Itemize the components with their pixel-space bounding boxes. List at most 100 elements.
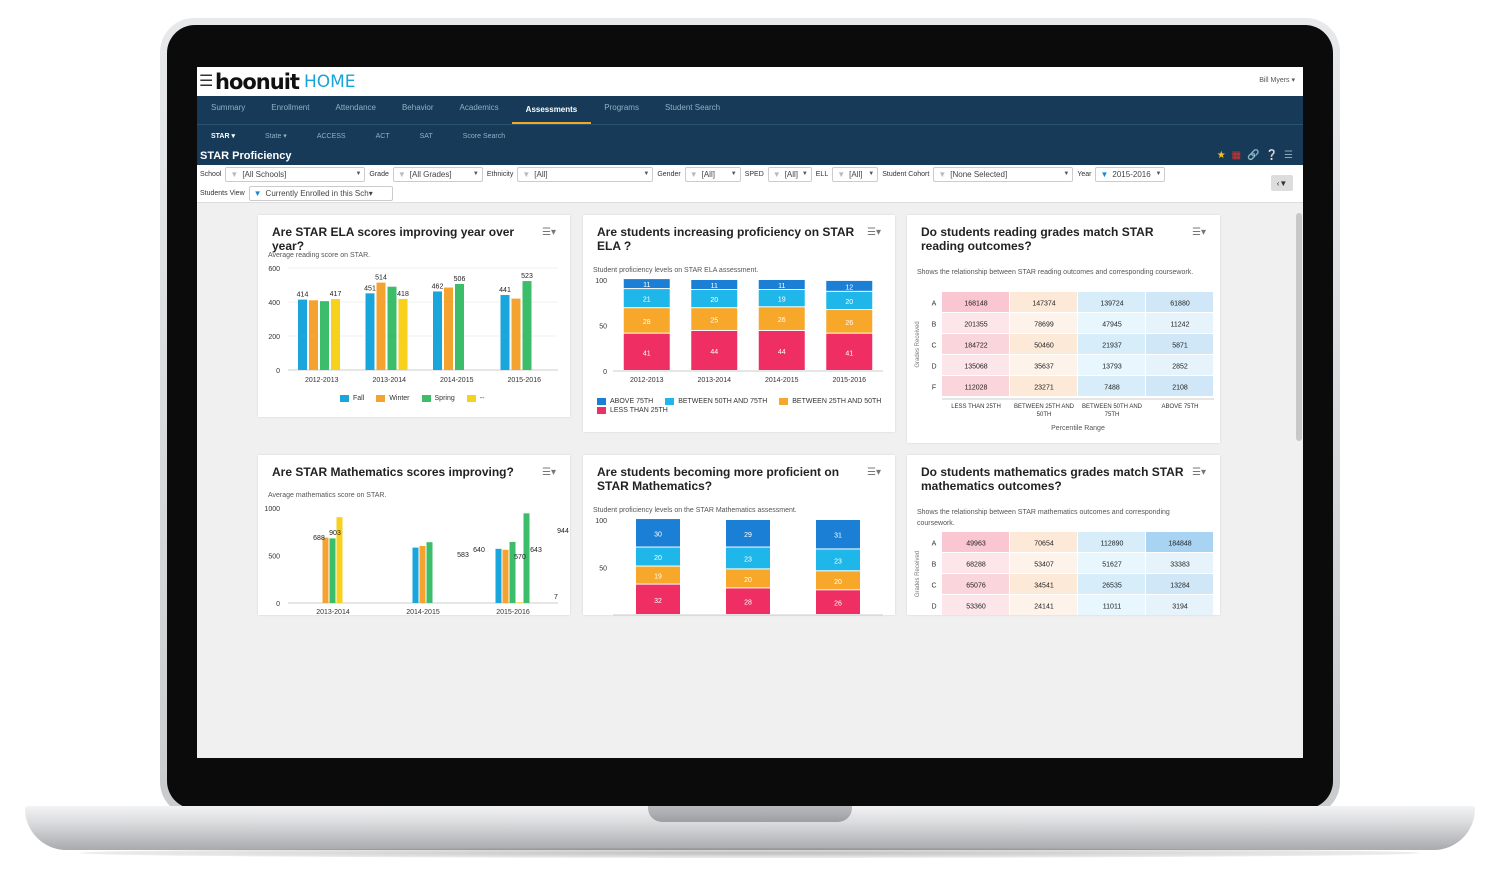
nav-item-student-search[interactable]: Student Search <box>664 102 721 112</box>
legend-item[interactable]: Fall <box>340 395 364 402</box>
x-tick-label: 2015-2016 <box>496 609 530 615</box>
subnav-item-5[interactable]: Score Search <box>462 132 506 140</box>
legend-item[interactable]: Winter <box>376 395 410 402</box>
subnav-item-4[interactable]: SAT <box>419 132 433 140</box>
year-value: 2015-2016 <box>1112 169 1151 179</box>
x-tick-label: BETWEEN 50TH AND <box>1082 404 1143 410</box>
gender-select[interactable]: ▼ [All] ▼ <box>684 166 741 182</box>
cell-value: 184722 <box>964 343 987 350</box>
chevron-down-icon: ▼ <box>1155 171 1162 177</box>
favorite-star-icon[interactable]: ★ <box>1216 150 1226 161</box>
legend-swatch <box>376 395 386 402</box>
card-menu-icon[interactable]: ☰▾ <box>1192 227 1206 238</box>
main-nav: Summary Enrollment Attendance Behavior Acade… <box>197 96 1303 124</box>
stacked-bar-segment <box>758 290 805 307</box>
card-menu-icon[interactable]: ☰▾ <box>542 467 556 478</box>
cell-value: 7488 <box>1104 385 1120 392</box>
data-label: 19 <box>654 574 662 581</box>
nav-item-enrollment[interactable]: Enrollment <box>271 102 310 112</box>
heatmap-cell <box>942 574 1009 594</box>
legend-label: BETWEEN 25TH AND 50TH <box>792 398 882 405</box>
legend-item[interactable]: -- <box>466 395 484 402</box>
nav-item-behavior[interactable]: Behavior <box>401 102 434 112</box>
logo-home[interactable]: HOME <box>303 71 356 92</box>
cell-value: 53360 <box>966 604 986 611</box>
nav-item-programs[interactable]: Programs <box>604 102 639 112</box>
options-icon[interactable]: ☰ <box>1284 150 1293 161</box>
y-tick-label: 100 <box>595 278 607 285</box>
heatmap-cell <box>942 313 1009 333</box>
scrollbar[interactable] <box>1296 213 1302 441</box>
card-menu-icon[interactable]: ☰▾ <box>1192 467 1206 478</box>
students-view-select[interactable]: ▼ Currently Enrolled in this Sch▾ <box>248 185 393 201</box>
ell-select[interactable]: ▼ [All] ▼ <box>832 166 879 182</box>
y-tick-label: 500 <box>268 554 280 561</box>
heatmap-cell <box>1146 334 1213 354</box>
row-label: B <box>932 562 937 569</box>
bar <box>500 295 510 370</box>
x-tick-label: 2014-2015 <box>406 609 440 615</box>
nav-item-assessments[interactable]: Assessments <box>511 96 592 124</box>
year-select[interactable]: ▼ 2015-2016 ▼ <box>1095 166 1166 182</box>
card-ela-grades: Do students reading grades match STAR re… <box>907 215 1220 443</box>
collapse-filters-button[interactable]: ‹▼ <box>1271 175 1293 191</box>
legend-item[interactable]: BETWEEN 25TH AND 50TH <box>779 398 881 405</box>
school-select[interactable]: ▼ [All Schools] ▼ <box>225 166 366 182</box>
data-label: 20 <box>710 297 718 304</box>
nav-item-academics[interactable]: Academics <box>459 102 499 112</box>
data-label: 30 <box>654 531 662 538</box>
bar <box>523 513 530 603</box>
subnav-item-2[interactable]: ACCESS <box>316 132 346 140</box>
data-label: 41 <box>643 350 651 357</box>
funnel-icon: ▼ <box>522 169 531 179</box>
stacked-bar-segment <box>636 547 680 566</box>
heatmap-cell <box>1078 532 1145 552</box>
apps-grid-icon[interactable]: ▦ <box>1231 150 1242 161</box>
stacked-bar-segment <box>826 291 873 310</box>
legend-item[interactable]: ABOVE 75TH <box>597 398 653 405</box>
link-icon[interactable]: 🔗 <box>1247 150 1260 161</box>
chevron-down-icon: ▼ <box>472 171 479 177</box>
chevron-down-icon: ▼ <box>730 171 737 177</box>
legend-swatch <box>421 395 431 402</box>
heatmap-cell <box>1146 376 1213 396</box>
bar <box>426 542 433 603</box>
user-menu[interactable]: Bill Myers ▾ <box>1259 77 1295 84</box>
card-title: Do students reading grades match STAR re… <box>921 225 1154 253</box>
logo[interactable]: hoonuit <box>215 69 300 94</box>
stacked-bar-segment <box>816 571 860 590</box>
subnav-item-3[interactable]: ACT <box>375 132 390 140</box>
cohort-select[interactable]: ▼ [None Selected] ▼ <box>933 166 1074 182</box>
heatmap-cell <box>1010 334 1077 354</box>
nav-item-attendance[interactable]: Attendance <box>335 102 376 112</box>
card-menu-icon[interactable]: ☰▾ <box>867 227 881 238</box>
legend-item[interactable]: LESS THAN 25TH <box>597 407 668 414</box>
cell-value: 26535 <box>1102 583 1122 590</box>
nav-item-summary[interactable]: Summary <box>211 102 246 112</box>
ethnicity-value: [All] <box>534 169 548 179</box>
subnav-item-1[interactable]: State ▾ <box>265 133 287 140</box>
bar <box>387 286 397 370</box>
y-tick-label: 400 <box>268 300 280 307</box>
cell-value: 51627 <box>1102 562 1122 569</box>
grade-select[interactable]: ▼ [All Grades] ▼ <box>392 166 483 182</box>
ethnicity-select[interactable]: ▼ [All] ▼ <box>517 166 654 182</box>
legend-item[interactable]: BETWEEN 50TH AND 75TH <box>665 398 767 405</box>
hamburger-menu-icon[interactable]: ☰ <box>199 72 214 90</box>
x-tick-label: 2015-2016 <box>833 377 867 384</box>
x-tick-label: ABOVE 75TH <box>1161 404 1198 410</box>
card-menu-icon[interactable]: ☰▾ <box>867 467 881 478</box>
heatmap-cell <box>1146 355 1213 375</box>
legend-item[interactable]: Spring <box>421 395 455 402</box>
sped-select[interactable]: ▼ [All] ▼ <box>767 166 812 182</box>
bar <box>444 287 453 370</box>
cell-value: 35637 <box>1034 364 1054 371</box>
heatmap-cell <box>942 355 1009 375</box>
subnav-item-0[interactable]: STAR ▾ <box>211 133 235 140</box>
heatmap-cell <box>1078 574 1145 594</box>
cell-value: 135068 <box>964 364 987 371</box>
card-menu-icon[interactable]: ☰▾ <box>542 227 556 238</box>
stacked-bar-segment <box>726 547 770 569</box>
data-label: 514 <box>375 275 387 282</box>
help-icon[interactable]: ❔ <box>1265 150 1279 161</box>
